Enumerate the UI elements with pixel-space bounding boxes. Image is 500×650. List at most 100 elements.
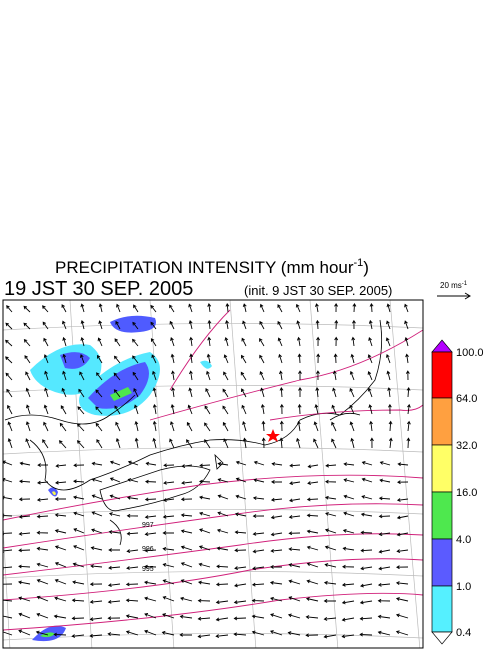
wind-arrow [397, 462, 409, 467]
wind-arrow [162, 531, 174, 535]
wind-arrow [260, 387, 265, 398]
wind-arrow [323, 580, 337, 585]
wind-arrow [98, 303, 103, 313]
wind-arrow [198, 580, 211, 585]
wind-arrow [288, 515, 301, 519]
wind-arrow [406, 420, 411, 432]
wind-arrow [144, 497, 157, 502]
wind-arrow [306, 579, 319, 585]
wind-arrow [324, 545, 337, 551]
colorbar-label: 16.0 [456, 487, 477, 499]
wind-arrow [368, 319, 373, 330]
wind-arrow [404, 320, 409, 330]
wind-arrow [145, 461, 157, 466]
colorbar-label: 100.0 [456, 347, 484, 359]
colorbar-label: 32.0 [456, 440, 477, 452]
wind-arrow [406, 437, 411, 449]
wind-arrow [6, 305, 13, 313]
wind-arrow [341, 600, 355, 605]
title-end: ) [363, 258, 369, 277]
wind-arrow [188, 320, 193, 330]
wind-arrow [368, 404, 373, 415]
wind-arrow [251, 582, 265, 587]
wind-arrow [223, 354, 229, 364]
wind-arrow [207, 303, 212, 313]
wind-arrow [225, 319, 229, 330]
wind-arrow [259, 320, 265, 330]
wind-arrow [163, 463, 175, 468]
wind-arrow [25, 371, 31, 381]
parallel [3, 633, 423, 641]
wind-arrow [369, 303, 374, 313]
wind-arrow [223, 438, 229, 449]
wind-arrow [72, 580, 85, 585]
meridian [309, 300, 339, 648]
wind-arrow [325, 463, 337, 468]
wind-arrow [269, 580, 283, 585]
wind-scale-sup: -1 [462, 281, 468, 287]
wind-arrow [25, 404, 31, 415]
wind-arrow [217, 461, 229, 466]
wind-arrow [25, 438, 31, 449]
wind-arrow [54, 596, 67, 602]
precip [30, 315, 212, 642]
wind-arrow [144, 613, 157, 619]
wind-arrow [289, 498, 301, 503]
wind-arrow [270, 497, 283, 502]
wind-arrow [407, 403, 411, 415]
wind-arrow [133, 304, 139, 313]
wind-arrow [91, 494, 103, 500]
wind-arrow [109, 477, 121, 483]
wind-arrow [126, 531, 139, 536]
wind-arrow [37, 463, 49, 467]
wind-arrow [270, 613, 283, 619]
wind-arrow [233, 616, 247, 621]
wind-arrow [5, 339, 13, 347]
wind-arrow [6, 388, 13, 398]
wind-arrow [379, 461, 391, 466]
wind-arrow [367, 354, 373, 364]
wind-arrow [386, 370, 391, 381]
wind-arrow [169, 304, 175, 313]
wind-arrow [296, 437, 301, 449]
title-sup: -1 [354, 257, 364, 269]
wind-arrow [161, 630, 175, 636]
wind-arrow [215, 617, 229, 622]
wind-arrow [332, 387, 337, 398]
wind-arrow [270, 532, 283, 537]
wind-arrow [234, 566, 247, 571]
colorbar-label: 1.0 [456, 581, 471, 593]
wind-arrow [89, 633, 103, 638]
wind-arrow [361, 477, 373, 483]
wind-arrow [325, 479, 337, 484]
wind-arrow [37, 480, 49, 485]
wind-arrow [43, 404, 49, 415]
wind-arrow [405, 353, 409, 364]
wind-arrow [222, 421, 229, 432]
wind-arrow [199, 511, 211, 517]
wind-arrow [109, 494, 121, 500]
parallel [3, 323, 423, 331]
colorbar-label: 64.0 [456, 393, 477, 405]
wind-arrow [179, 632, 193, 637]
wind-arrow [42, 321, 49, 330]
wind-arrow [114, 338, 121, 347]
wind-arrow [79, 353, 85, 364]
wind-arrow [54, 513, 67, 517]
wind-arrow [7, 421, 13, 432]
wind-arrow [162, 613, 175, 619]
wind-arrow [349, 404, 355, 415]
wind-arrow [367, 387, 373, 398]
wind-arrow [79, 371, 85, 381]
wind-arrow [379, 478, 391, 483]
wind-arrow [314, 404, 319, 415]
wind-arrow [234, 512, 247, 517]
wind-arrow [215, 582, 229, 587]
wind-arrow [378, 566, 391, 571]
wind-arrow [261, 420, 266, 432]
wind-arrow [306, 545, 319, 551]
wind-arrow [240, 371, 247, 381]
wind-arrow [91, 511, 103, 517]
wind-arrow [316, 336, 320, 347]
wind-arrow [396, 515, 409, 520]
